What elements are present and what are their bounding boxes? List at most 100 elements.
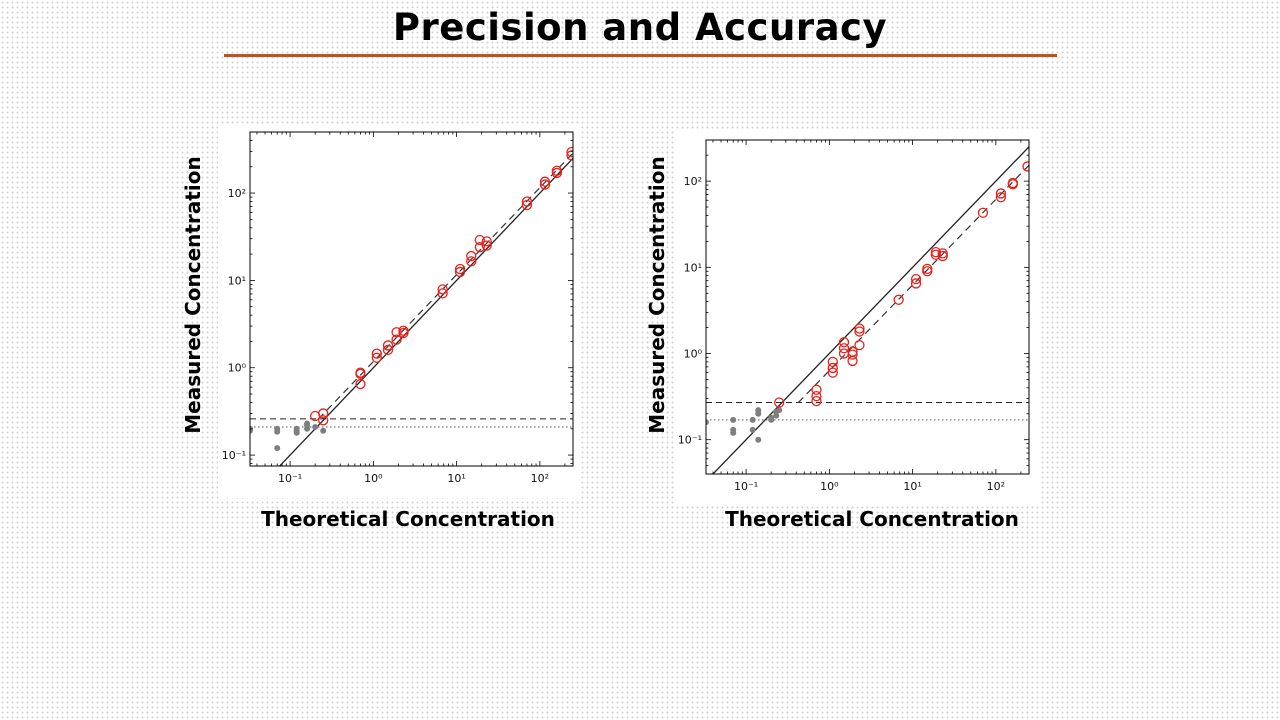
chart-left-point-gray-1 bbox=[250, 425, 253, 432]
chart-right-point-red-3 bbox=[811, 384, 822, 395]
chart-right-point-red-1 bbox=[811, 396, 822, 407]
chart-right-point-red-15 bbox=[854, 323, 865, 334]
chart-right-point-red-7 bbox=[838, 348, 850, 359]
chart-right-point-red-18 bbox=[910, 273, 922, 285]
chart-right-point-red-19 bbox=[922, 266, 933, 277]
chart-left-point-red-2 bbox=[318, 415, 329, 426]
chart-right-point-red-4 bbox=[827, 367, 838, 378]
chart-left-point-red-13 bbox=[398, 325, 409, 336]
chart-left-point-red-1 bbox=[318, 408, 329, 419]
chart-right-point-red-24 bbox=[937, 248, 948, 259]
chart-left-plot-area bbox=[250, 146, 573, 466]
chart-left-xtick-label: 10⁻¹ bbox=[278, 472, 302, 485]
chart-right-point-red-25 bbox=[977, 207, 989, 218]
chart-left-point-red-16 bbox=[454, 266, 466, 278]
chart-right-point-red-12 bbox=[847, 346, 858, 357]
chart-right-point-gray-10 bbox=[768, 414, 775, 421]
chart-right-point-gray-7 bbox=[755, 410, 762, 417]
chart-left-point-gray-12 bbox=[320, 427, 327, 434]
chart-left-point-red-11 bbox=[391, 327, 402, 338]
chart-right-point-red-9 bbox=[838, 337, 850, 348]
chart-left-point-red-18 bbox=[466, 256, 477, 267]
chart-left-point-red-31 bbox=[566, 146, 573, 158]
chart-right-point-red-30 bbox=[1022, 161, 1029, 172]
chart-left-point-gray-6 bbox=[293, 425, 300, 432]
chart-left-point-gray-4 bbox=[274, 445, 281, 452]
title-underline bbox=[224, 54, 1057, 57]
chart-right-point-gray-13 bbox=[776, 407, 783, 414]
chart-right-point-red-10 bbox=[847, 355, 858, 367]
chart-left-point-red-15 bbox=[437, 284, 448, 295]
chart-left-point-red-10 bbox=[391, 334, 402, 345]
chart-left-point-red-30 bbox=[566, 150, 573, 161]
chart-right-point-red-26 bbox=[995, 192, 1007, 203]
chart-left-point-red-9 bbox=[382, 340, 394, 351]
chart-left-panel bbox=[218, 126, 580, 498]
chart-left-point-gray-0 bbox=[250, 427, 253, 434]
chart-right-point-red-13 bbox=[854, 340, 865, 351]
chart-right-point-red-27 bbox=[995, 188, 1007, 199]
chart-left-point-red-0 bbox=[310, 410, 321, 422]
chart-left-xtick-label: 10⁰ bbox=[364, 472, 383, 485]
chart-right-identity-line bbox=[712, 145, 1029, 474]
chart-right-frame bbox=[705, 139, 1030, 475]
chart-right-panel bbox=[676, 130, 1040, 504]
chart-left-point-red-24 bbox=[521, 199, 533, 211]
chart-right-point-gray-9 bbox=[768, 416, 775, 423]
chart-left-point-red-14 bbox=[437, 288, 448, 299]
chart-right-point-red-17 bbox=[910, 278, 922, 289]
chart-right-xtick-label: 10⁻¹ bbox=[734, 480, 758, 493]
chart-right-ytick-label: 10¹ bbox=[684, 261, 702, 274]
chart-right-point-gray-8 bbox=[755, 407, 762, 414]
chart-right-point-red-23 bbox=[937, 250, 948, 262]
chart-right-point-red-21 bbox=[930, 249, 941, 260]
chart-right-point-gray-4 bbox=[749, 416, 756, 423]
chart-left-point-red-6 bbox=[371, 352, 382, 363]
chart-right-fit-dashed-line bbox=[797, 164, 1029, 403]
chart-right-point-gray-0 bbox=[706, 419, 709, 426]
chart-left-point-red-29 bbox=[551, 165, 563, 176]
chart-left-point-gray-2 bbox=[274, 428, 281, 435]
chart-right-point-red-11 bbox=[847, 349, 858, 360]
chart-left-point-red-25 bbox=[521, 196, 533, 207]
chart-left-point-red-26 bbox=[539, 179, 551, 190]
chart-right-point-red-20 bbox=[922, 263, 933, 274]
chart-right-xlabel: Theoretical Concentration bbox=[725, 507, 1019, 531]
chart-left-point-red-7 bbox=[371, 348, 382, 359]
chart-left-fit-dashed-line bbox=[318, 152, 573, 420]
chart-left-point-red-19 bbox=[466, 250, 477, 262]
chart-left-point-gray-5 bbox=[293, 427, 300, 434]
chart-left-point-gray-11 bbox=[312, 423, 319, 430]
chart-right-point-red-28 bbox=[1007, 179, 1019, 190]
chart-right-point-red-16 bbox=[893, 294, 904, 305]
chart-left-point-red-12 bbox=[398, 327, 409, 339]
chart-right-point-gray-1 bbox=[730, 416, 737, 423]
chart-right-xtick-label: 10¹ bbox=[903, 480, 921, 493]
chart-right-point-red-14 bbox=[854, 326, 865, 337]
chart-left-point-gray-7 bbox=[293, 429, 300, 436]
chart-right-point-red-8 bbox=[838, 343, 850, 354]
chart-left-point-red-21 bbox=[474, 234, 485, 246]
chart-left-point-gray-10 bbox=[304, 420, 311, 427]
chart-left-point-red-8 bbox=[382, 344, 394, 356]
chart-left-point-red-5 bbox=[355, 367, 366, 378]
chart-left-xtick-label: 10² bbox=[531, 472, 549, 485]
chart-left-ytick-label: 10⁻¹ bbox=[222, 449, 246, 462]
chart-right-point-red-6 bbox=[827, 356, 838, 368]
chart-left-point-red-3 bbox=[355, 378, 366, 390]
chart-right-ytick-label: 10² bbox=[684, 175, 702, 188]
chart-left-identity-line bbox=[278, 157, 573, 466]
chart-left-point-red-20 bbox=[474, 242, 485, 253]
chart-right-point-red-22 bbox=[930, 246, 941, 258]
slide-title: Precision and Accuracy bbox=[392, 6, 888, 49]
chart-left-frame bbox=[249, 131, 574, 467]
chart-right-point-red-2 bbox=[811, 391, 822, 402]
chart-right-point-gray-5 bbox=[749, 426, 756, 433]
chart-right-point-gray-12 bbox=[773, 408, 780, 415]
chart-left-point-gray-3 bbox=[274, 425, 281, 432]
chart-right-point-red-0 bbox=[774, 397, 785, 408]
chart-left-ytick-label: 10⁰ bbox=[228, 362, 247, 375]
chart-right-point-gray-6 bbox=[755, 436, 762, 443]
chart-left-point-red-17 bbox=[454, 263, 466, 275]
chart-right-xtick-label: 10² bbox=[987, 480, 1005, 493]
